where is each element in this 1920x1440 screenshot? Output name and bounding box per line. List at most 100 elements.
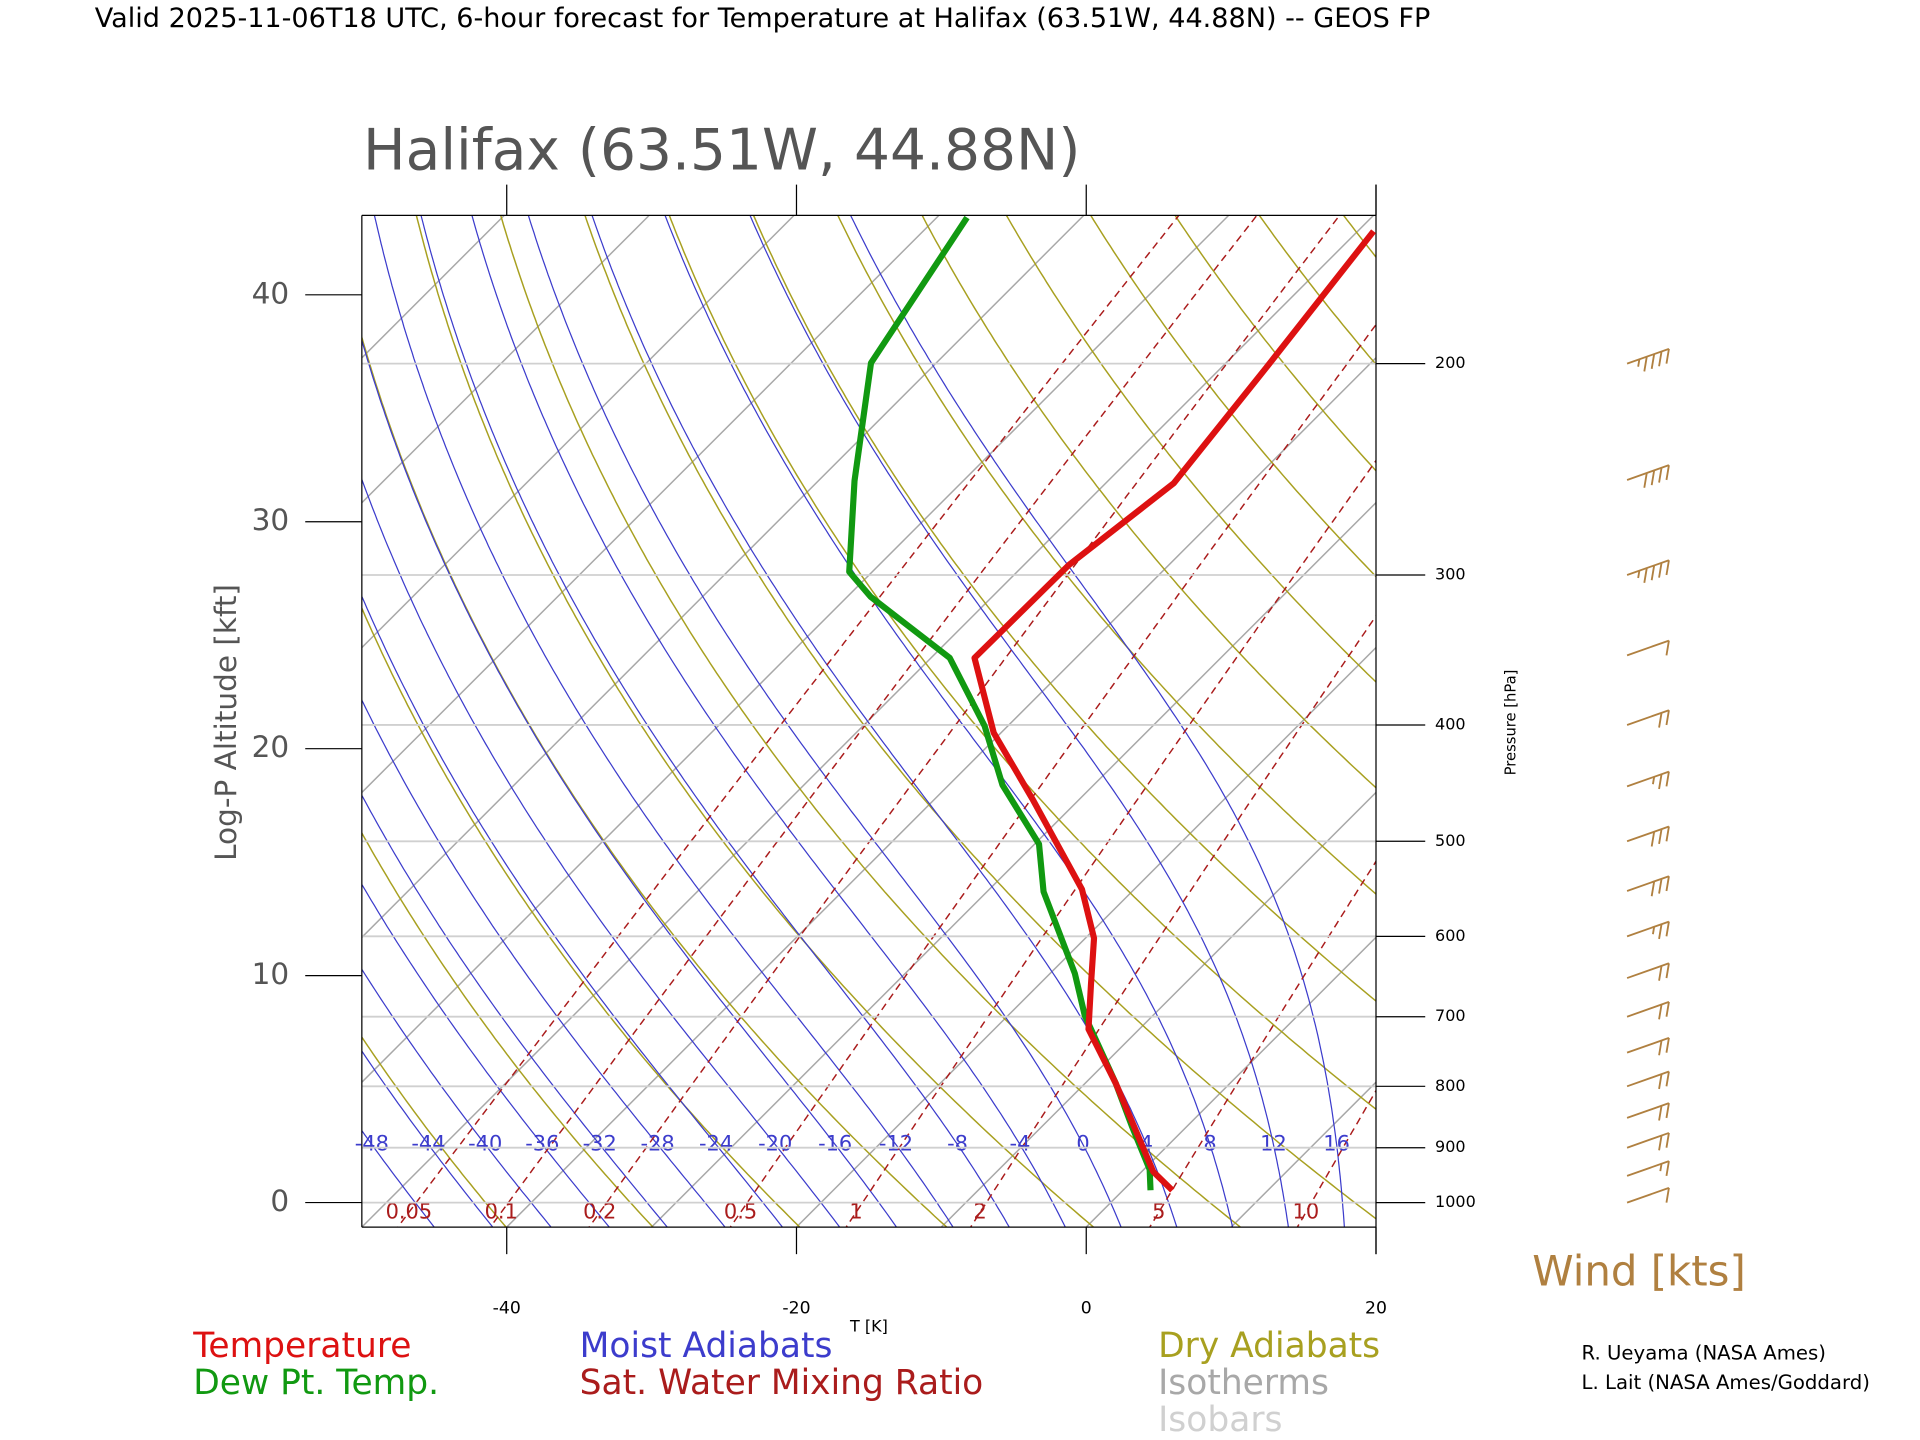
dry-adiabat bbox=[1647, 178, 1920, 1252]
dry-adiabat bbox=[837, 215, 1376, 896]
y2-tick-label: 1000 bbox=[1435, 1192, 1476, 1211]
moist-adiabat-label: 8 bbox=[1203, 1132, 1216, 1156]
barb-feather bbox=[1665, 1132, 1670, 1148]
barb-staff bbox=[1626, 1186, 1670, 1204]
isotherm bbox=[1085, 936, 1376, 1228]
wind-barb bbox=[1626, 1160, 1670, 1177]
dry-adiabat bbox=[0, 178, 81, 1252]
credit: R. Ueyama (NASA Ames) bbox=[1582, 1341, 1826, 1364]
dry-adiabat bbox=[1729, 178, 1920, 1252]
moist-adiabat-label: -8 bbox=[947, 1132, 968, 1156]
dry-adiabat bbox=[1342, 215, 1376, 259]
moist-adiabat bbox=[361, 698, 726, 1228]
barb-feather bbox=[1665, 1037, 1670, 1053]
moist-adiabat-label: -44 bbox=[411, 1132, 445, 1156]
y2-axis-label: Pressure [hPa] bbox=[1502, 670, 1519, 776]
dry-adiabat bbox=[499, 215, 1242, 1228]
dry-adiabat bbox=[361, 606, 801, 1228]
legend-entry: Moist Adiabats bbox=[580, 1326, 833, 1366]
moist-adiabat-label: -40 bbox=[468, 1132, 502, 1156]
dry-adiabat bbox=[361, 831, 654, 1228]
profile-line bbox=[971, 229, 1376, 1193]
isotherm bbox=[1666, 215, 1920, 1227]
barb-feather bbox=[1665, 921, 1670, 937]
barb-feather bbox=[1665, 710, 1670, 726]
barb-staff bbox=[1626, 639, 1670, 657]
legend-entry: Temperature bbox=[192, 1326, 411, 1366]
barb-staff bbox=[1626, 709, 1670, 726]
y-tick-label: 10 bbox=[252, 957, 290, 991]
mixing-ratio-line bbox=[396, 215, 1180, 1228]
barb-feather bbox=[1658, 924, 1663, 940]
y2-tick-label: 200 bbox=[1435, 353, 1466, 372]
wind-barb bbox=[1626, 709, 1670, 728]
isotherm bbox=[651, 501, 1376, 1228]
barb-feather bbox=[1637, 359, 1641, 367]
wind-barb bbox=[1626, 920, 1670, 940]
barb-feather bbox=[1658, 1105, 1663, 1121]
y2-tick-label: 800 bbox=[1435, 1076, 1466, 1095]
barb-feather bbox=[1665, 771, 1670, 787]
barb-feather bbox=[1665, 876, 1670, 892]
moist-adiabat-label: -48 bbox=[355, 1132, 389, 1156]
barb-staff bbox=[1626, 962, 1670, 979]
dry-adiabat bbox=[0, 178, 230, 1252]
barb-feather bbox=[1650, 565, 1656, 581]
barb-feather bbox=[1650, 470, 1656, 486]
isotherm bbox=[506, 356, 1376, 1228]
x-tick-label: -40 bbox=[493, 1298, 521, 1318]
legend-entry: Dew Pt. Temp. bbox=[193, 1363, 439, 1403]
barb-feather bbox=[1659, 1163, 1663, 1172]
isotherm bbox=[0, 215, 70, 1227]
barb-feather bbox=[1658, 1004, 1663, 1020]
barb-feather bbox=[1658, 1135, 1663, 1151]
dry-adiabat bbox=[361, 334, 948, 1228]
wind-barb bbox=[1626, 1102, 1670, 1121]
moist-adiabat bbox=[361, 477, 841, 1228]
moist-adiabat bbox=[849, 215, 1345, 1228]
barb-feather bbox=[1643, 472, 1648, 488]
barb-feather bbox=[1665, 1071, 1670, 1087]
dry-adiabat bbox=[1258, 215, 1376, 366]
isotherm bbox=[361, 215, 505, 359]
dry-adiabat bbox=[415, 215, 1095, 1228]
moist-adiabat bbox=[471, 215, 1066, 1228]
barb-feather bbox=[1658, 965, 1663, 981]
barb-staff bbox=[1626, 1160, 1670, 1177]
mixing-ratio-line bbox=[1296, 1089, 1376, 1228]
moist-adiabat-label: -28 bbox=[641, 1132, 675, 1156]
moist-adiabat-label: -24 bbox=[699, 1132, 733, 1156]
moist-adiabat bbox=[749, 215, 1290, 1228]
y2-tick-label: 700 bbox=[1435, 1006, 1466, 1025]
barb-staff bbox=[1626, 770, 1670, 788]
isotherm bbox=[361, 215, 795, 649]
barb-staff bbox=[1626, 875, 1670, 892]
barb-feather bbox=[1665, 1102, 1670, 1119]
y-tick-label: 0 bbox=[270, 1184, 289, 1218]
wind-barb bbox=[1626, 1070, 1670, 1090]
barb-feather bbox=[1658, 562, 1663, 578]
barb-staff bbox=[1626, 920, 1670, 938]
wind-barb bbox=[1626, 875, 1670, 897]
dry-adiabat bbox=[0, 178, 379, 1252]
y2-tick-label: 300 bbox=[1435, 564, 1466, 583]
y2-tick-label: 400 bbox=[1435, 714, 1466, 733]
dry-adiabat bbox=[1399, 178, 1920, 1252]
dry-adiabat bbox=[1812, 178, 1920, 1252]
barb-feather bbox=[1665, 640, 1670, 656]
x-axis-label: T [K] bbox=[849, 1316, 888, 1335]
moist-adiabat bbox=[420, 215, 1010, 1228]
barb-feather bbox=[1665, 963, 1670, 979]
moist-adiabat-label: 0 bbox=[1076, 1132, 1089, 1156]
isotherm bbox=[0, 215, 215, 1227]
barb-staff bbox=[1626, 1070, 1670, 1088]
mixing-ratio-line bbox=[729, 323, 1376, 1228]
dry-adiabat bbox=[584, 215, 1376, 1220]
moist-adiabat bbox=[361, 883, 611, 1228]
moist-adiabat-label: -32 bbox=[583, 1132, 617, 1156]
isotherm bbox=[361, 215, 1230, 1084]
mixing-ratio-line bbox=[969, 614, 1376, 1228]
wind-barb bbox=[1626, 464, 1670, 488]
moist-adiabat bbox=[361, 968, 552, 1228]
